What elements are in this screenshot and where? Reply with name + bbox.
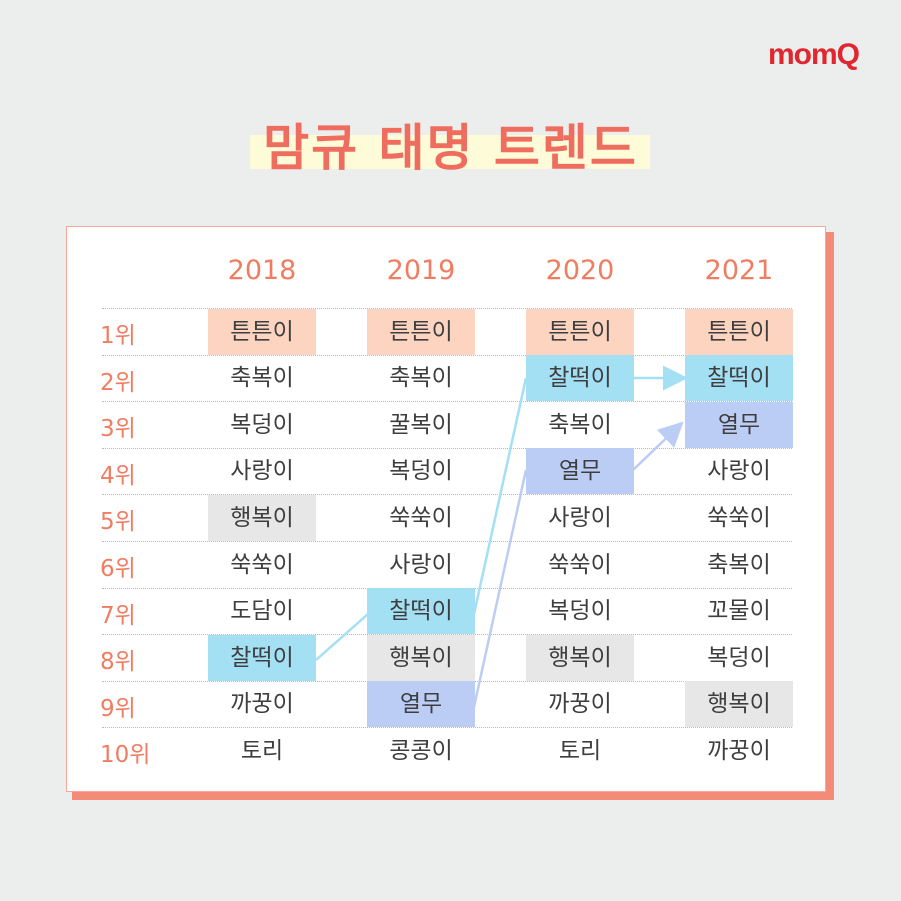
name-cell: 까꿍이 bbox=[230, 691, 294, 718]
name-cell: 사랑이 bbox=[707, 458, 771, 485]
name-cell: 복덩이 bbox=[548, 598, 612, 625]
row-divider bbox=[102, 541, 792, 542]
rank-label: 8위 bbox=[100, 649, 136, 676]
name-cell: 튼튼이 bbox=[208, 308, 316, 355]
year-header-2018: 2018 bbox=[227, 255, 297, 286]
year-header-2021: 2021 bbox=[704, 255, 774, 286]
name-cell: 축복이 bbox=[230, 365, 294, 392]
name-cell: 까꿍이 bbox=[707, 737, 771, 764]
name-cell: 쑥쑥이 bbox=[389, 504, 453, 531]
rank-label: 7위 bbox=[100, 602, 136, 629]
name-cell: 까꿍이 bbox=[548, 691, 612, 718]
name-cell: 행복이 bbox=[526, 634, 634, 681]
name-cell: 찰떡이 bbox=[208, 634, 316, 681]
row-divider bbox=[102, 447, 792, 449]
name-cell: 쑥쑥이 bbox=[707, 504, 771, 531]
name-cell: 사랑이 bbox=[230, 458, 294, 485]
name-cell: 사랑이 bbox=[548, 504, 612, 531]
name-cell: 축복이 bbox=[707, 551, 771, 578]
year-header-2019: 2019 bbox=[386, 255, 456, 286]
chaltteok-trend-line bbox=[315, 613, 369, 661]
name-cell: 도담이 bbox=[230, 598, 294, 625]
year-header-2020: 2020 bbox=[545, 255, 615, 286]
name-cell: 찰떡이 bbox=[367, 588, 475, 635]
name-cell: 사랑이 bbox=[389, 551, 453, 578]
name-cell: 튼튼이 bbox=[526, 308, 634, 355]
name-cell: 콩콩이 bbox=[389, 737, 453, 764]
name-cell: 열무 bbox=[685, 401, 793, 448]
name-cell: 복덩이 bbox=[707, 644, 771, 671]
name-cell: 튼튼이 bbox=[685, 308, 793, 355]
name-cell: 쑥쑥이 bbox=[230, 551, 294, 578]
name-cell: 꿀복이 bbox=[389, 411, 453, 438]
rank-label: 9위 bbox=[100, 695, 136, 722]
row-divider bbox=[102, 727, 792, 729]
name-cell: 찰떡이 bbox=[526, 355, 634, 402]
rank-label: 1위 bbox=[100, 323, 136, 349]
name-cell: 찰떡이 bbox=[685, 355, 793, 402]
name-cell: 복덩이 bbox=[230, 411, 294, 438]
rank-label: 4위 bbox=[100, 462, 136, 489]
yeolmu-trend-line bbox=[472, 469, 528, 708]
name-cell: 축복이 bbox=[389, 365, 453, 392]
name-cell: 행복이 bbox=[685, 681, 793, 728]
page-title: 맘큐 태명 트렌드 bbox=[263, 119, 638, 177]
chaltteok-trend-line-2 bbox=[472, 377, 528, 615]
row-divider bbox=[102, 401, 792, 403]
rank-label: 10위 bbox=[100, 742, 151, 769]
name-cell: 토리 bbox=[240, 737, 284, 764]
name-cell: 행복이 bbox=[208, 494, 316, 541]
name-cell: 열무 bbox=[367, 681, 475, 728]
name-cell: 행복이 bbox=[367, 634, 475, 681]
yeolmu-arrow bbox=[632, 421, 684, 471]
name-cell: 쑥쑥이 bbox=[548, 551, 612, 578]
name-cell: 복덩이 bbox=[389, 458, 453, 485]
name-cell: 축복이 bbox=[548, 411, 612, 438]
name-cell: 열무 bbox=[526, 448, 634, 495]
rank-label: 5위 bbox=[100, 509, 136, 536]
name-cell: 꼬물이 bbox=[707, 598, 771, 625]
row-divider bbox=[102, 494, 792, 496]
rank-label: 6위 bbox=[100, 556, 136, 582]
rank-label: 2위 bbox=[100, 369, 136, 396]
name-cell: 토리 bbox=[558, 737, 602, 764]
title-highlight bbox=[250, 135, 650, 169]
momq-logo: momQ bbox=[767, 38, 860, 71]
name-cell: 튼튼이 bbox=[367, 308, 475, 355]
rank-label: 3위 bbox=[100, 416, 136, 443]
row-divider bbox=[102, 354, 792, 356]
